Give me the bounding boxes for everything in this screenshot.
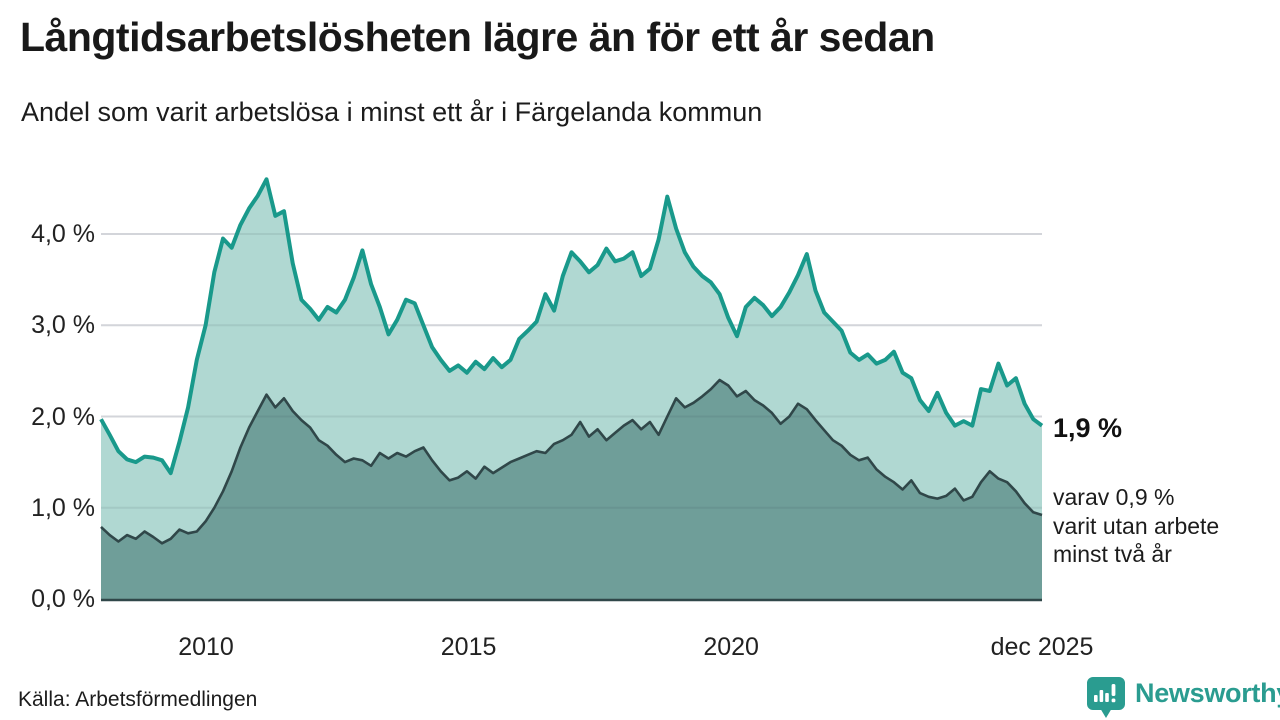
page-subtitle: Andel som varit arbetslösa i minst ett å… bbox=[21, 97, 763, 127]
source-note: Källa: Arbetsförmedlingen bbox=[18, 688, 258, 711]
newsworthy-logo-icon bbox=[1087, 677, 1125, 718]
area-min-two-years bbox=[101, 380, 1042, 599]
line-min-two-years bbox=[100, 378, 1043, 545]
page-title: Långtidsarbetslösheten lägre än för ett … bbox=[20, 14, 935, 60]
latest-subvalue-label: varav 0,9 % varit utan arbete minst två … bbox=[1053, 484, 1220, 567]
line-min-one-year bbox=[99, 177, 1044, 476]
latest-value-label: 1,9 % bbox=[1053, 413, 1123, 443]
newsworthy-logo: Newsworthy bbox=[1086, 676, 1280, 720]
newsworthy-logo-text: Newsworthy bbox=[1135, 678, 1280, 708]
